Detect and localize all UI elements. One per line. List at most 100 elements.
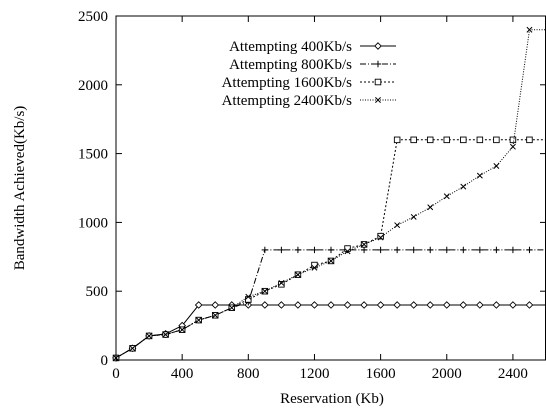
data-point — [129, 345, 136, 352]
legend: Attempting 400Kb/s Attempting 800Kb/s Atte… — [222, 39, 396, 109]
data-point — [427, 246, 434, 254]
data-point — [278, 279, 285, 286]
data-point — [377, 234, 384, 241]
y-tick-label: 2500 — [78, 9, 108, 25]
y-tick-label: 0 — [101, 353, 109, 369]
data-point — [360, 246, 368, 254]
legend-item: Attempting 1600Kb/s — [222, 75, 396, 91]
data-point — [361, 241, 368, 248]
data-point — [261, 288, 268, 295]
data-point — [460, 136, 467, 144]
legend-label: Attempting 800Kb/s — [229, 57, 352, 73]
plot-area — [112, 15, 546, 362]
data-point — [442, 301, 451, 309]
y-axis-label: Bandwidth Achieved(Kb/s) — [12, 106, 28, 271]
data-point — [310, 301, 319, 309]
data-point — [294, 246, 302, 254]
data-point — [393, 301, 401, 309]
data-point — [509, 246, 517, 254]
data-point — [211, 301, 220, 309]
data-point — [375, 97, 381, 103]
x-tick-label: 2400 — [498, 366, 528, 382]
y-tick-label: 500 — [86, 284, 109, 300]
data-point — [360, 301, 368, 309]
x-tick-label: 400 — [171, 366, 194, 382]
data-point — [493, 136, 500, 144]
x-axis-label: Reservation (Kb) — [280, 391, 384, 407]
data-point — [179, 326, 186, 333]
y-axis: 0 500 1000 1500 2000 2500 — [78, 9, 546, 369]
legend-item: Attempting 400Kb/s — [229, 39, 396, 55]
data-point — [194, 301, 203, 309]
data-point — [410, 213, 417, 220]
data-point — [377, 246, 384, 254]
data-point — [526, 136, 533, 144]
legend-label: Attempting 400Kb/s — [229, 39, 352, 55]
data-point — [311, 246, 318, 254]
data-point — [261, 301, 269, 309]
data-point — [376, 301, 385, 309]
data-point — [476, 246, 484, 254]
data-point — [492, 301, 501, 309]
data-point — [393, 246, 401, 254]
data-point — [394, 222, 401, 229]
x-tick-label: 1600 — [366, 366, 396, 382]
x-axis: 0 400 800 1200 1600 2000 2400 — [112, 16, 528, 382]
data-point — [509, 136, 517, 144]
data-point — [460, 246, 467, 254]
data-point — [245, 293, 252, 300]
data-point — [343, 301, 352, 309]
data-point — [311, 261, 318, 269]
data-point — [526, 26, 533, 33]
y-tick-label: 1500 — [78, 147, 108, 163]
legend-label: Attempting 2400Kb/s — [222, 93, 353, 109]
data-point — [493, 246, 500, 254]
data-point — [525, 301, 534, 309]
data-point — [493, 163, 500, 169]
legend-label: Attempting 1600Kb/s — [222, 75, 353, 91]
data-point — [195, 317, 202, 324]
data-point — [146, 332, 153, 339]
data-point — [374, 42, 382, 50]
data-point — [374, 78, 382, 86]
series-4 — [113, 26, 546, 361]
data-point — [393, 136, 401, 144]
data-point — [344, 248, 351, 255]
data-point — [476, 172, 483, 179]
legend-item: Attempting 2400Kb/s — [222, 93, 396, 109]
data-point — [426, 136, 434, 144]
data-point — [162, 331, 169, 338]
data-point — [526, 246, 533, 254]
data-point — [459, 301, 468, 309]
data-point — [476, 136, 484, 144]
data-point — [344, 245, 351, 252]
data-point — [374, 60, 382, 68]
data-point — [261, 246, 269, 254]
data-point — [327, 301, 335, 309]
data-point — [377, 232, 384, 240]
data-point — [278, 246, 285, 254]
data-point — [426, 301, 435, 309]
data-point — [443, 246, 450, 254]
x-tick-label: 2000 — [432, 366, 462, 382]
data-point — [476, 301, 484, 309]
data-point — [410, 246, 417, 254]
x-tick-label: 0 — [112, 366, 120, 382]
data-point — [443, 193, 450, 200]
data-point — [327, 246, 335, 254]
y-tick-label: 1000 — [78, 215, 108, 231]
data-point — [460, 183, 467, 190]
data-point — [228, 304, 235, 311]
data-point — [443, 136, 451, 144]
data-point — [410, 136, 417, 144]
x-tick-label: 1200 — [299, 366, 329, 382]
data-point — [294, 301, 302, 309]
data-point — [409, 301, 418, 309]
data-point — [212, 312, 219, 319]
data-point — [294, 271, 301, 278]
data-point — [328, 257, 334, 264]
y-tick-label: 2000 — [78, 78, 108, 94]
data-point — [509, 143, 516, 150]
legend-item: Attempting 800Kb/s — [229, 57, 396, 73]
